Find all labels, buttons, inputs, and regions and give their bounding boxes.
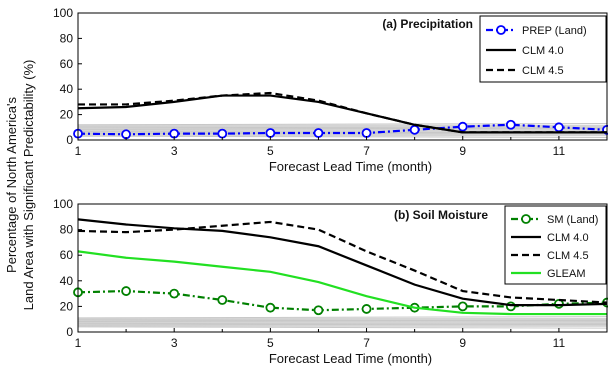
y-tick-label: 80	[60, 31, 74, 45]
data-point	[121, 286, 131, 296]
legend-label: SM (Land)	[547, 214, 598, 226]
y-tick-label: 100	[53, 197, 73, 211]
data-point	[313, 305, 324, 316]
legend-marker	[496, 25, 506, 35]
x-tick-label: 5	[267, 144, 274, 158]
data-point	[554, 122, 564, 133]
data-point	[217, 295, 228, 305]
data-point	[457, 121, 468, 132]
y-tick-label: 80	[60, 223, 74, 237]
series-line-sm-land-	[77, 289, 608, 312]
y-tick-label: 60	[60, 57, 74, 71]
background-band-line	[77, 319, 608, 322]
legend-label: CLM 4.5	[522, 65, 564, 77]
y-tick-label: 60	[60, 248, 74, 262]
background-band-line	[77, 322, 608, 326]
y-tick-label: 20	[60, 108, 74, 122]
background-band-line	[77, 135, 608, 138]
data-point	[313, 128, 324, 138]
data-point	[265, 128, 276, 138]
y-tick-label: 40	[60, 274, 74, 288]
panel-soil-moisture: 0 20 40 60 80 100 1 3 5 7 9 11 Forecast Lead Time (m…	[53, 197, 608, 366]
x-tick-label: 1	[75, 144, 82, 158]
legend-label: CLM 4.5	[547, 250, 589, 262]
background-band-line	[77, 122, 608, 126]
legend-label: CLM 4.0	[522, 45, 564, 57]
y-tick-label: 100	[53, 6, 73, 20]
panel-precipitation: 0 20 40 60 80 100 1 3 5 7 9 11 Forecast Lead Time (m…	[53, 6, 608, 174]
shared-y-axis-label-line1: Percentage of North America's	[4, 97, 19, 273]
x-tick-label: 9	[459, 336, 466, 350]
x-tick-label: 11	[553, 336, 566, 350]
shared-y-axis-label-line2: Land Area with Significant Predictabilit…	[21, 60, 36, 311]
background-band-line	[77, 316, 608, 319]
background-band-line	[77, 326, 608, 329]
x-tick-label: 5	[267, 336, 274, 350]
data-point	[217, 128, 228, 139]
x-tick-label: 3	[171, 144, 178, 158]
data-point	[409, 124, 420, 135]
y-tick-label: 0	[66, 133, 73, 147]
x-tick-label: 9	[459, 144, 466, 158]
x-axis-label: Forecast Lead Time (month)	[269, 351, 432, 366]
series-line-gleam	[77, 250, 607, 316]
data-point	[505, 119, 516, 130]
x-tick-label: 3	[171, 336, 178, 350]
x-tick-label: 7	[363, 144, 370, 158]
background-band	[78, 317, 607, 327]
data-point	[265, 302, 276, 313]
legend-label: CLM 4.0	[547, 232, 589, 244]
series-line-clm-4-0	[77, 218, 608, 307]
data-point	[169, 288, 180, 299]
x-tick-label: 11	[553, 144, 566, 158]
background-band	[78, 124, 607, 137]
legend-label: GLEAM	[547, 268, 586, 280]
series-line-clm-4-5	[78, 91, 607, 134]
background-band-line	[77, 126, 608, 129]
x-tick-label: 1	[75, 336, 82, 350]
data-point	[361, 128, 372, 138]
x-tick-label: 7	[363, 336, 370, 350]
panel-title: (a) Precipitation	[382, 17, 473, 31]
data-point	[361, 304, 372, 314]
series-line-clm-4-5	[77, 220, 608, 304]
series-line-prep-land-	[77, 123, 608, 136]
y-tick-label: 20	[60, 299, 74, 313]
panel-title: (b) Soil Moisture	[394, 208, 488, 222]
legend-marker	[521, 214, 531, 224]
y-tick-label: 0	[66, 325, 73, 339]
legend-label: PREP (Land)	[522, 25, 587, 37]
x-axis-label: Forecast Lead Time (month)	[269, 159, 432, 174]
data-point	[457, 301, 468, 312]
axes-frame	[77, 203, 608, 333]
y-tick-label: 40	[60, 82, 74, 96]
axes-frame	[77, 12, 608, 141]
data-point	[505, 301, 516, 312]
